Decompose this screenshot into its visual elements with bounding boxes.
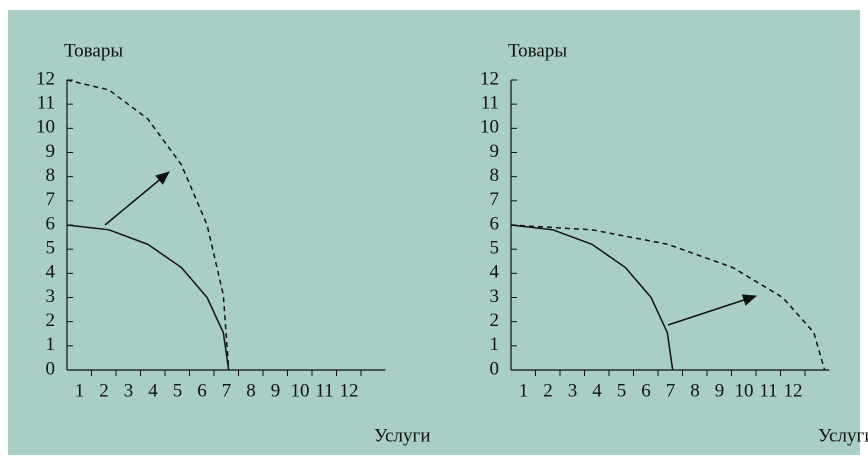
x-tick-label: 6 bbox=[197, 380, 207, 401]
x-tick-label: 7 bbox=[222, 380, 232, 401]
x-tick-label: 12 bbox=[340, 380, 359, 401]
y-tick-label: 1 bbox=[490, 334, 500, 355]
y-tick-label: 3 bbox=[490, 286, 500, 307]
y-tick-label: 5 bbox=[490, 238, 500, 259]
y-tick-label: 12 bbox=[480, 68, 499, 89]
y-tick-label: 11 bbox=[481, 93, 499, 114]
x-tick-label: 8 bbox=[246, 380, 256, 401]
y-tick-label: 7 bbox=[490, 189, 500, 210]
y-tick-label: 0 bbox=[46, 358, 56, 379]
y-axis-label: Товары bbox=[508, 40, 567, 61]
x-tick-label: 2 bbox=[99, 380, 109, 401]
x-tick-label: 12 bbox=[784, 380, 803, 401]
curve bbox=[66, 79, 230, 371]
y-tick-label: 0 bbox=[490, 358, 500, 379]
x-tick-label: 8 bbox=[690, 380, 700, 401]
x-tick-label: 7 bbox=[666, 380, 676, 401]
y-tick-label: 11 bbox=[37, 93, 55, 114]
y-tick-label: 4 bbox=[46, 262, 56, 283]
y-tick-label: 6 bbox=[46, 213, 56, 234]
x-tick-label: 11 bbox=[759, 380, 777, 401]
y-tick-label: 4 bbox=[490, 262, 500, 283]
x-tick-label: 1 bbox=[75, 380, 85, 401]
x-axis-label: Услуги bbox=[374, 425, 431, 446]
y-tick-label: 2 bbox=[490, 310, 500, 331]
x-tick-label: 9 bbox=[715, 380, 725, 401]
y-axis-label: Товары bbox=[64, 40, 123, 61]
y-tick-label: 10 bbox=[480, 117, 499, 138]
x-tick-label: 9 bbox=[271, 380, 281, 401]
y-tick-label: 2 bbox=[46, 310, 56, 331]
shift-arrow bbox=[104, 171, 170, 226]
x-tick-label: 2 bbox=[543, 380, 553, 401]
y-tick-label: 3 bbox=[46, 286, 56, 307]
x-tick-label: 10 bbox=[291, 380, 310, 401]
x-tick-label: 11 bbox=[315, 380, 333, 401]
y-tick-label: 6 bbox=[490, 213, 500, 234]
background bbox=[8, 10, 860, 455]
x-tick-label: 5 bbox=[617, 380, 627, 401]
x-tick-label: 5 bbox=[173, 380, 183, 401]
y-tick-label: 10 bbox=[36, 117, 55, 138]
x-axis-label: Услуги bbox=[818, 425, 868, 446]
y-tick-label: 9 bbox=[490, 141, 500, 162]
y-tick-label: 8 bbox=[46, 165, 56, 186]
x-tick-label: 1 bbox=[519, 380, 529, 401]
y-tick-label: 1 bbox=[46, 334, 56, 355]
y-tick-label: 8 bbox=[490, 165, 500, 186]
x-tick-label: 3 bbox=[124, 380, 134, 401]
y-tick-label: 9 bbox=[46, 141, 56, 162]
y-tick-label: 5 bbox=[46, 238, 56, 259]
x-tick-label: 6 bbox=[641, 380, 651, 401]
curve bbox=[510, 224, 674, 371]
curve bbox=[66, 224, 230, 371]
x-tick-label: 4 bbox=[592, 380, 602, 401]
shift-arrow bbox=[667, 294, 757, 326]
y-tick-label: 12 bbox=[36, 68, 55, 89]
x-tick-label: 10 bbox=[735, 380, 754, 401]
curve bbox=[510, 224, 826, 371]
y-tick-label: 7 bbox=[46, 189, 56, 210]
x-tick-label: 4 bbox=[148, 380, 158, 401]
x-tick-label: 3 bbox=[568, 380, 578, 401]
